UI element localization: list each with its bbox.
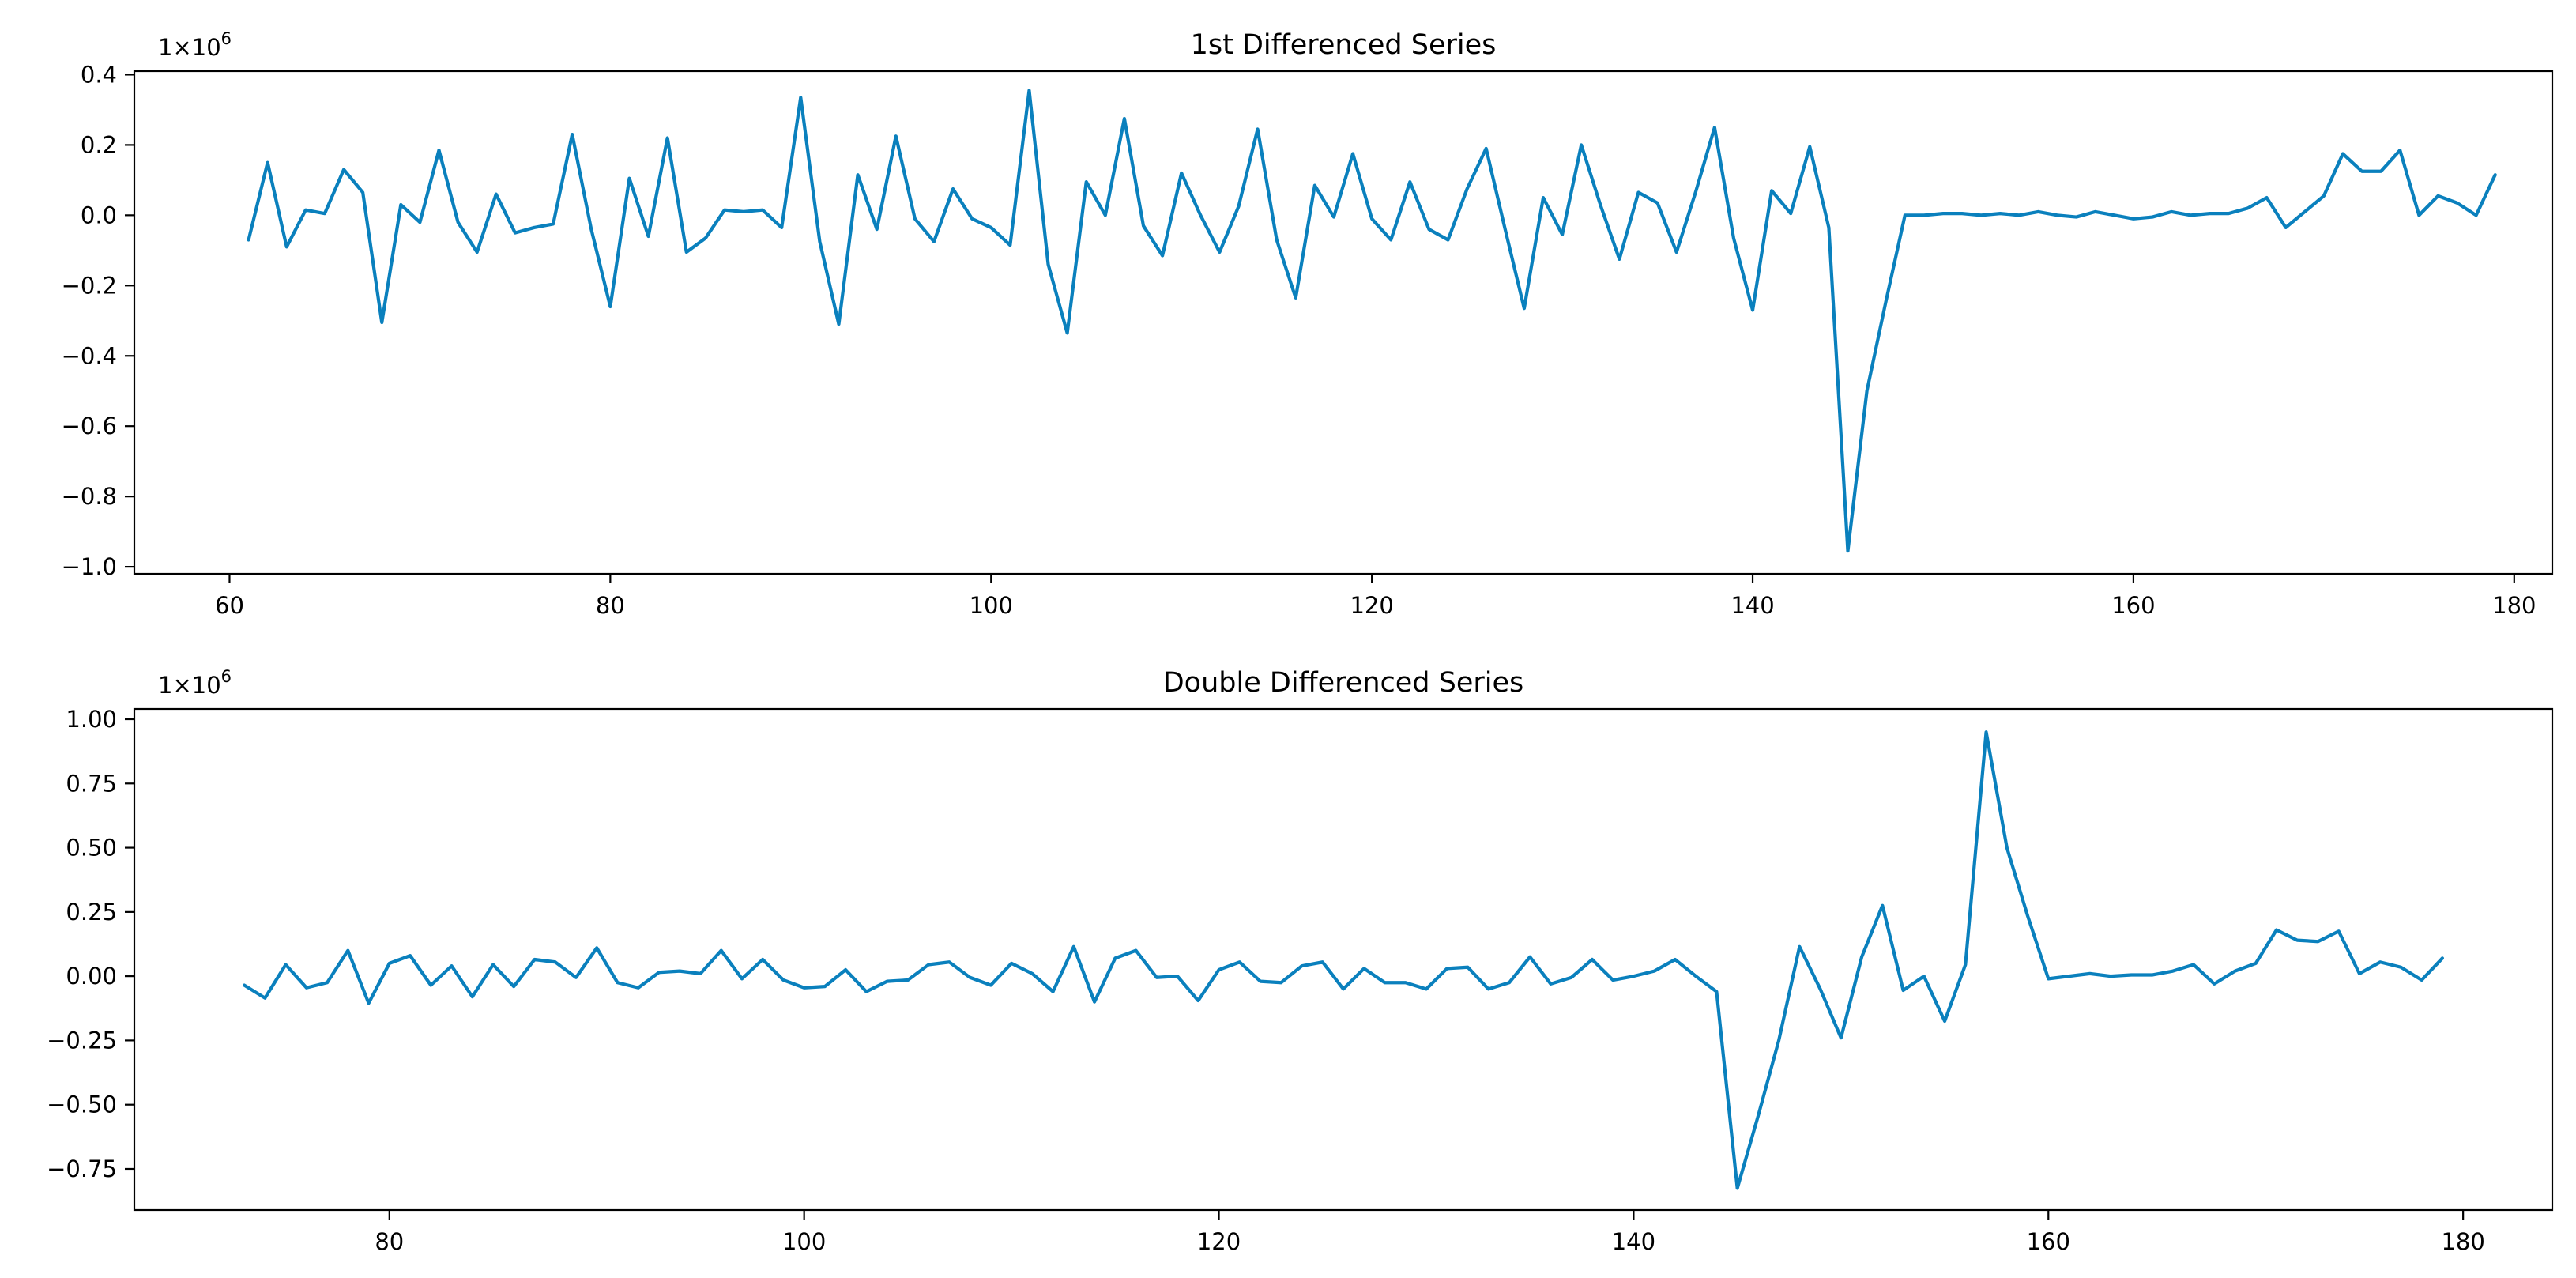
bottom-y-tick-label: 0.25: [66, 899, 117, 926]
top-x-tick-label: 100: [970, 592, 1013, 619]
top-chart-title: 1st Differenced Series: [1191, 29, 1497, 61]
top-y-tick-label: −0.6: [62, 413, 117, 439]
bottom-y-tick-label: 0.75: [66, 770, 117, 797]
top-y-tick-label: 0.4: [81, 61, 117, 88]
top-chart: 60 80 100 120 140 160 180 0.4 0.2 0.0 −0.2 −0.4 −0.6…: [62, 29, 2554, 619]
top-x-tick-label: 140: [1731, 592, 1774, 619]
top-y-multiplier: 1×106: [158, 29, 232, 61]
bottom-chart-title: Double Differenced Series: [1163, 667, 1524, 699]
top-series-line: [247, 89, 2497, 553]
top-y-multiplier-exponent: 6: [221, 29, 232, 48]
bottom-y-tick-label: −0.50: [47, 1091, 117, 1118]
bottom-x-tick-label: 180: [2441, 1228, 2484, 1255]
top-x-tick-label: 80: [596, 592, 625, 619]
top-axes-frame: [133, 70, 2554, 575]
bottom-y-multiplier-base: 1×10: [158, 672, 221, 699]
top-x-tick-label: 120: [1350, 592, 1393, 619]
bottom-x-tick-label: 160: [2027, 1228, 2070, 1255]
top-y-tick-label: −1.0: [62, 553, 117, 580]
bottom-chart: 80 100 120 140 160 180 1.00 0.75 0.50 0.25 0.00 −0.…: [47, 667, 2554, 1255]
top-y-tick-label: −0.8: [62, 483, 117, 510]
bottom-x-tick-label: 100: [782, 1228, 826, 1255]
top-y-tick-label: 0.2: [81, 131, 117, 158]
top-y-tick-label: 0.0: [81, 202, 117, 228]
top-x-tick-label: 180: [2492, 592, 2536, 619]
top-x-tick-label: 160: [2111, 592, 2155, 619]
top-y-tick-label: −0.4: [62, 342, 117, 369]
bottom-axes-frame: [133, 707, 2554, 1212]
bottom-x-tick-label: 140: [1612, 1228, 1655, 1255]
bottom-y-multiplier: 1×106: [158, 667, 232, 699]
top-x-tick-label: 60: [215, 592, 244, 619]
top-y-multiplier-base: 1×10: [158, 34, 221, 61]
bottom-y-tick-label: 0.50: [66, 835, 117, 861]
bottom-y-multiplier-exponent: 6: [221, 667, 232, 686]
bottom-series-line: [242, 730, 2445, 1190]
bottom-y-tick-label: 1.00: [66, 706, 117, 733]
bottom-x-tick-label: 120: [1197, 1228, 1241, 1255]
bottom-x-tick-label: 80: [375, 1228, 404, 1255]
bottom-y-tick-label: −0.75: [47, 1155, 117, 1182]
bottom-y-tick-label: 0.00: [66, 963, 117, 990]
top-y-tick-label: −0.2: [62, 272, 117, 299]
bottom-y-tick-label: −0.25: [47, 1027, 117, 1054]
